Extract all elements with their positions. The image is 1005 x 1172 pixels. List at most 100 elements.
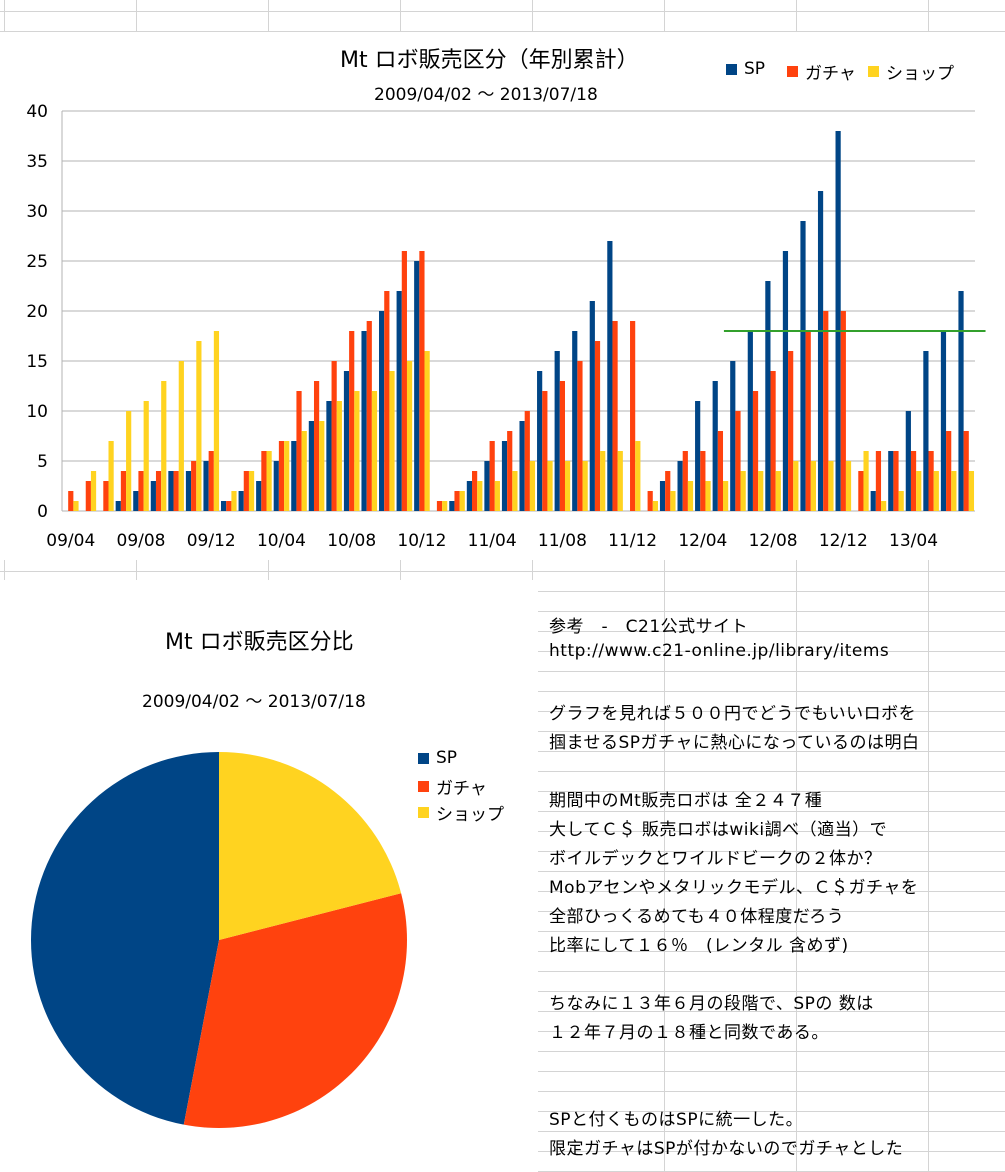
bar-sp: [800, 221, 806, 511]
bar-shop: [126, 411, 132, 511]
bar-sp: [484, 461, 490, 511]
bar-shop: [143, 401, 149, 511]
bar-shop: [705, 481, 711, 511]
y-tick-label: 15: [26, 352, 48, 372]
bar-sp: [782, 251, 789, 511]
bar-gacha: [928, 451, 934, 511]
bar-sp: [343, 371, 350, 511]
bar-sp: [940, 331, 947, 511]
bar-shop: [740, 471, 746, 511]
note-line: http://www.c21-online.jp/library/items: [549, 641, 890, 661]
bar-sp: [185, 471, 192, 511]
x-tick-label: 09/12: [187, 531, 236, 551]
bar-shop: [775, 471, 781, 511]
bar-sp: [537, 371, 543, 511]
bar-sp: [220, 501, 227, 511]
bar-sp: [572, 331, 578, 511]
bar-gacha: [735, 411, 741, 511]
bar-sp: [308, 421, 314, 511]
bar-gacha: [507, 431, 513, 511]
bar-gacha: [665, 471, 671, 511]
bar-chart-subtitle: 2009/04/02 〜 2013/07/18: [374, 85, 598, 105]
bar-shop: [406, 361, 413, 511]
note-line: 掴ませるSPガチャに熱心になっているのは明白: [549, 733, 920, 753]
bar-shop: [951, 471, 957, 511]
bar-shop: [248, 471, 255, 511]
x-tick-label: 11/04: [468, 531, 517, 551]
bar-gacha: [226, 501, 232, 511]
bar-shop: [336, 401, 342, 511]
bar-shop: [758, 471, 764, 511]
bar-shop: [582, 461, 588, 511]
bar-sp: [168, 471, 174, 511]
bar-gacha: [788, 351, 794, 511]
bar-gacha: [138, 471, 144, 511]
pie-slice-gacha: [183, 893, 407, 1128]
bar-gacha: [647, 491, 653, 511]
bar-legend-swatch-gacha: [787, 66, 798, 77]
note-line: グラフを見れば５００円でどうでもいいロボを: [549, 704, 917, 724]
x-tick-label: 12/04: [678, 531, 727, 551]
bar-shop: [178, 361, 184, 511]
bar-gacha: [120, 471, 127, 511]
bar-sp: [203, 461, 209, 511]
bar-shop: [547, 461, 553, 511]
bar-gacha: [682, 451, 688, 511]
bar-sp: [150, 481, 156, 511]
bar-shop: [529, 461, 536, 511]
bar-gacha: [752, 391, 759, 511]
pie-slice-sp: [31, 752, 220, 1125]
bar-sp: [326, 401, 332, 511]
bar-chart-title: Mt ロボ販売区分（年別累計）: [340, 48, 639, 73]
bar-shop: [284, 441, 290, 511]
bar-sp: [273, 461, 279, 511]
bar-gacha: [85, 481, 91, 511]
bar-gacha: [155, 471, 162, 511]
bar-sp: [695, 401, 701, 511]
bar-sp: [115, 501, 121, 511]
bar-sp: [905, 411, 911, 511]
bar-shop: [670, 491, 676, 511]
bar-gacha: [401, 251, 407, 511]
bar-shop: [161, 381, 167, 511]
bar-gacha: [331, 361, 337, 511]
bar-legend-label-shop: ショップ: [886, 64, 954, 84]
bar-shop: [810, 461, 817, 511]
bar-gacha: [436, 501, 443, 511]
bar-sp: [923, 351, 929, 511]
bar-gacha: [823, 311, 829, 511]
bar-sp: [291, 441, 297, 511]
bar-shop: [73, 501, 79, 511]
bar-gacha: [717, 431, 724, 511]
pie-legend-swatch-sp: [418, 752, 429, 764]
note-line: 大してＣ＄ 販売ロボはwiki調べ（適当）で: [549, 820, 888, 840]
note-line: １２年７月の１８種と同数である。: [549, 1023, 829, 1043]
bar-sp: [659, 481, 666, 511]
note-line: Mobアセンやメタリックモデル、Ｃ＄ガチャを: [549, 878, 919, 898]
bar-sp: [677, 461, 683, 511]
bar-sp: [607, 241, 613, 511]
bar-shop: [494, 481, 500, 511]
pie-slice-shop: [219, 752, 402, 940]
bar-shop: [898, 491, 904, 511]
bar-chart-panel: Mt ロボ販売区分（年別累計） 2009/04/02 〜 2013/07/18 …: [0, 32, 1005, 560]
pie-chart-subtitle: 2009/04/02 〜 2013/07/18: [142, 692, 366, 712]
x-tick-label: 12/12: [819, 531, 868, 551]
bar-shop: [231, 491, 237, 511]
pie-legend-item-sp: SP: [418, 748, 457, 768]
pie-legend-label-sp: SP: [436, 748, 458, 768]
bar-gacha: [489, 441, 495, 511]
bar-gacha: [278, 441, 285, 511]
x-tick-label: 11/08: [538, 531, 587, 551]
bar-sp: [958, 291, 964, 511]
bar-gacha: [454, 491, 460, 511]
pie-chart-panel: Mt ロボ販売区分比 2009/04/02 〜 2013/07/18 SP ガチ…: [0, 580, 538, 1172]
bar-gacha: [103, 481, 109, 511]
bar-shop: [723, 481, 729, 511]
bar-gacha: [68, 491, 74, 511]
bar-legend-item-sp: SP: [726, 59, 765, 79]
bar-gacha: [559, 381, 565, 511]
note-line: 期間中のMt販売ロボは 全２４７種: [549, 791, 823, 811]
bar-shop: [652, 501, 658, 511]
bar-gacha: [893, 451, 899, 511]
